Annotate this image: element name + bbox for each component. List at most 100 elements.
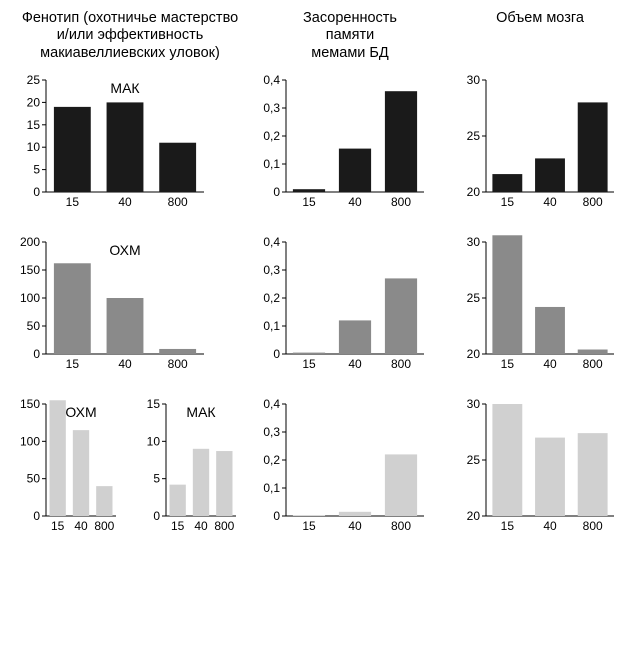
svg-text:10: 10 bbox=[147, 435, 161, 449]
bar bbox=[159, 143, 196, 192]
svg-text:5: 5 bbox=[33, 163, 40, 177]
bar bbox=[293, 353, 325, 354]
svg-text:15: 15 bbox=[66, 195, 80, 209]
svg-text:15: 15 bbox=[27, 118, 41, 132]
bar bbox=[339, 149, 371, 192]
chart-r3-c1b: 0510151540800МАК bbox=[130, 396, 242, 536]
svg-text:200: 200 bbox=[20, 235, 40, 249]
bar bbox=[492, 174, 522, 192]
svg-text:40: 40 bbox=[118, 195, 132, 209]
svg-text:40: 40 bbox=[348, 519, 362, 533]
bar bbox=[578, 350, 608, 354]
svg-text:800: 800 bbox=[583, 519, 603, 533]
svg-text:800: 800 bbox=[168, 357, 188, 371]
svg-text:25: 25 bbox=[467, 129, 481, 143]
chart-r2-c3: 2025301540800 bbox=[450, 234, 630, 374]
chart-r1-c3: 2025301540800 bbox=[450, 72, 630, 212]
svg-text:150: 150 bbox=[20, 397, 40, 411]
svg-text:50: 50 bbox=[27, 472, 41, 486]
svg-text:0: 0 bbox=[33, 509, 40, 523]
svg-text:40: 40 bbox=[348, 195, 362, 209]
bar bbox=[73, 430, 89, 516]
chart-r3-c3: 20 25 30 15 40 800 bbox=[450, 396, 630, 536]
svg-text:40: 40 bbox=[194, 519, 208, 533]
bar bbox=[385, 91, 417, 192]
svg-text:15: 15 bbox=[302, 357, 316, 371]
bar bbox=[385, 279, 417, 355]
bar bbox=[492, 404, 522, 516]
svg-text:0,3: 0,3 bbox=[263, 425, 280, 439]
bar bbox=[535, 438, 565, 516]
bar bbox=[170, 485, 186, 516]
bar bbox=[193, 449, 209, 516]
svg-text:150: 150 bbox=[20, 263, 40, 277]
bar bbox=[339, 512, 371, 516]
chart-r3-c1a: 0501001501540800ОХМ bbox=[10, 396, 122, 536]
svg-text:40: 40 bbox=[543, 519, 557, 533]
svg-text:10: 10 bbox=[27, 140, 41, 154]
bar bbox=[107, 298, 144, 354]
chart-r1-c2: 00,10,20,30,41540800 bbox=[250, 72, 450, 212]
svg-text:15: 15 bbox=[501, 519, 515, 533]
svg-text:25: 25 bbox=[27, 73, 41, 87]
bar bbox=[293, 515, 325, 516]
svg-text:15: 15 bbox=[147, 397, 161, 411]
bar bbox=[54, 107, 91, 192]
svg-text:0: 0 bbox=[33, 185, 40, 199]
bar bbox=[216, 451, 232, 516]
svg-text:0,2: 0,2 bbox=[263, 453, 280, 467]
svg-text:800: 800 bbox=[94, 519, 114, 533]
bar bbox=[578, 103, 608, 193]
svg-text:0,4: 0,4 bbox=[263, 73, 280, 87]
svg-text:100: 100 bbox=[20, 435, 40, 449]
column-headers: Фенотип (охотничье мастерствои/или эффек… bbox=[10, 10, 632, 62]
row-2: 0501001502001540800ОХМ 00,10,20,30,41540… bbox=[10, 234, 632, 374]
chart-r3-c1-wrap: 0501001501540800ОХМ 0510151540800МАК bbox=[10, 396, 250, 536]
svg-text:15: 15 bbox=[501, 357, 515, 371]
svg-text:100: 100 bbox=[20, 291, 40, 305]
chart-r1-c1: 05101520251540800МАК bbox=[10, 72, 250, 212]
svg-text:0: 0 bbox=[273, 347, 280, 361]
bar bbox=[107, 103, 144, 193]
svg-text:15: 15 bbox=[51, 519, 65, 533]
row-1: 05101520251540800МАК 00,10,20,30,4154080… bbox=[10, 72, 632, 212]
svg-text:800: 800 bbox=[214, 519, 234, 533]
svg-text:20: 20 bbox=[467, 347, 481, 361]
svg-text:5: 5 bbox=[153, 472, 160, 486]
bar bbox=[96, 486, 112, 516]
svg-text:0,4: 0,4 bbox=[263, 235, 280, 249]
svg-text:30: 30 bbox=[467, 397, 481, 411]
bar bbox=[535, 159, 565, 193]
svg-text:ОХМ: ОХМ bbox=[65, 404, 96, 420]
col-header-phenotype: Фенотип (охотничье мастерствои/или эффек… bbox=[10, 10, 250, 62]
svg-text:0,1: 0,1 bbox=[263, 481, 280, 495]
bar bbox=[385, 455, 417, 517]
svg-text:0,3: 0,3 bbox=[263, 263, 280, 277]
col-header-memory: Засоренностьпамятимемами БД bbox=[250, 10, 450, 62]
svg-text:15: 15 bbox=[302, 519, 316, 533]
svg-text:20: 20 bbox=[467, 185, 481, 199]
svg-text:25: 25 bbox=[467, 453, 481, 467]
svg-text:0,3: 0,3 bbox=[263, 101, 280, 115]
svg-text:800: 800 bbox=[391, 357, 411, 371]
chart-r2-c1: 0501001502001540800ОХМ bbox=[10, 234, 250, 374]
svg-text:30: 30 bbox=[467, 235, 481, 249]
svg-text:0: 0 bbox=[273, 185, 280, 199]
svg-text:20: 20 bbox=[27, 96, 41, 110]
svg-text:800: 800 bbox=[583, 357, 603, 371]
svg-text:40: 40 bbox=[118, 357, 132, 371]
svg-text:15: 15 bbox=[66, 357, 80, 371]
svg-text:20: 20 bbox=[467, 509, 481, 523]
svg-text:40: 40 bbox=[348, 357, 362, 371]
svg-text:800: 800 bbox=[583, 195, 603, 209]
svg-text:0,1: 0,1 bbox=[263, 319, 280, 333]
col-header-brain: Объем мозга bbox=[450, 10, 630, 62]
svg-text:0,4: 0,4 bbox=[263, 397, 280, 411]
svg-text:0,2: 0,2 bbox=[263, 291, 280, 305]
svg-text:40: 40 bbox=[543, 357, 557, 371]
svg-text:800: 800 bbox=[391, 519, 411, 533]
svg-text:0: 0 bbox=[273, 509, 280, 523]
bar bbox=[535, 307, 565, 354]
bar bbox=[50, 400, 66, 516]
svg-text:0,2: 0,2 bbox=[263, 129, 280, 143]
